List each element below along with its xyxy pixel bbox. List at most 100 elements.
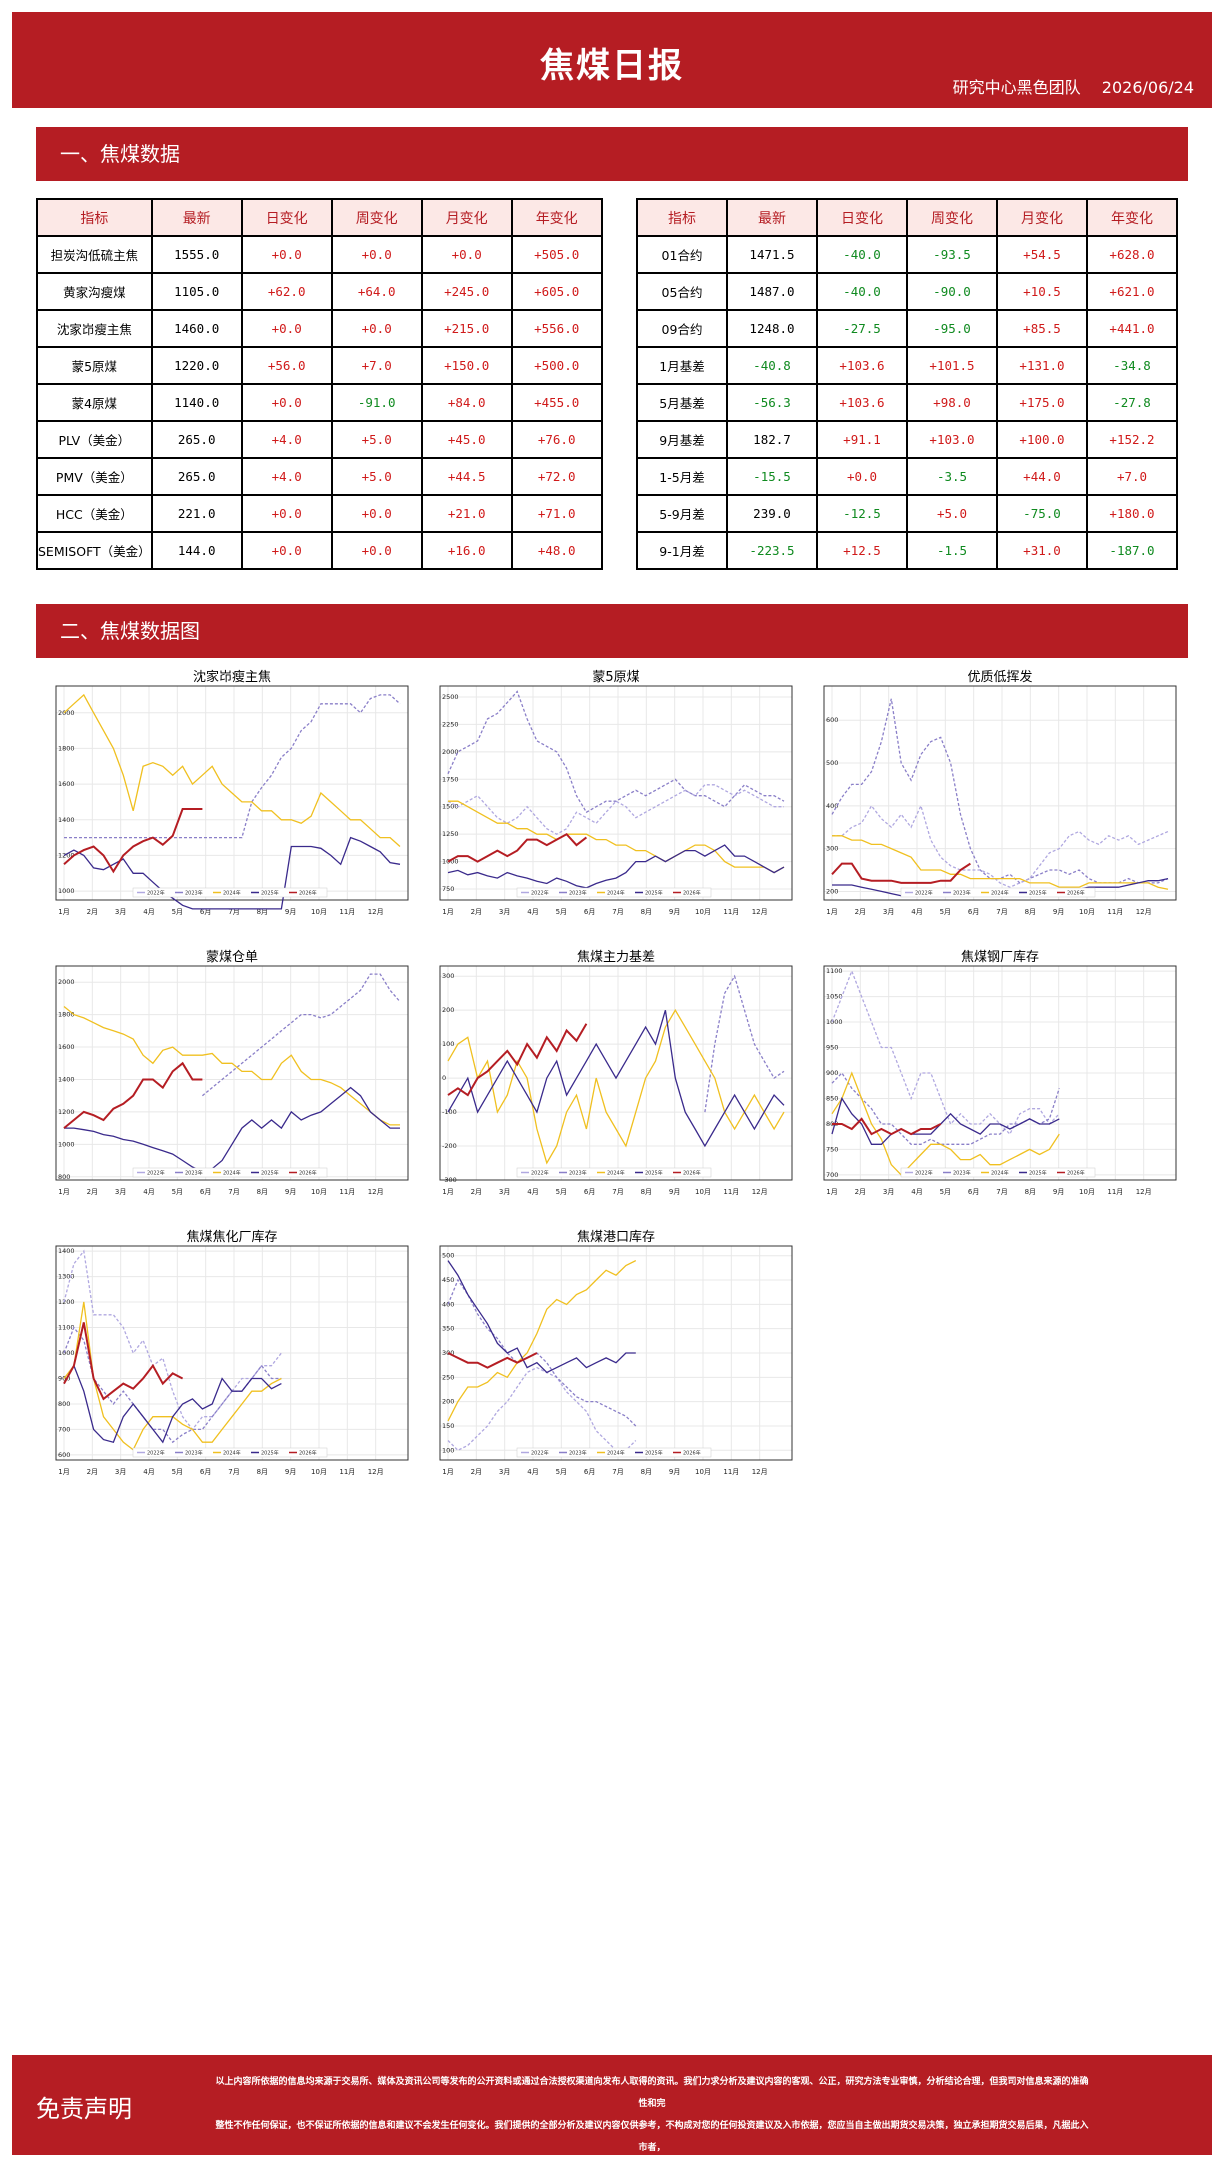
series-line: [447, 832, 588, 863]
table-cell: +215.0: [420, 309, 513, 348]
table-cell: -27.5: [816, 309, 908, 348]
legend-label: 2024年: [223, 1170, 241, 1177]
table-cell: +180.0: [1086, 494, 1178, 533]
row-label: 5-9月差: [636, 494, 728, 533]
y-tick-label: 450: [442, 1276, 454, 1284]
y-tick-label: 1400: [58, 816, 75, 824]
chart-svg: 1月 2月 3月 4月 5月 6月 7月 8月 9月 10月 11月 12月-300-200-1000…: [439, 965, 793, 1196]
table-cell: +4.0: [240, 457, 333, 496]
table-cell: 221.0: [150, 494, 243, 533]
y-tick-label: 900: [826, 1069, 838, 1077]
x-tick-label: 12月: [368, 908, 384, 916]
y-tick-label: 1050: [826, 993, 843, 1001]
x-tick-label: 1月: [58, 908, 69, 916]
y-tick-label: 250: [442, 1373, 454, 1381]
legend-label: 2025年: [261, 890, 279, 897]
series-line: [447, 1352, 538, 1369]
chart-panel: 焦煤焦化厂库存 1月 2月 3月 4月 5月 6月 7月 8月 9月 10月 11月 12月 600 700…: [52, 1226, 412, 1486]
x-tick-label: 10月: [311, 1188, 327, 1196]
x-tick-label: 12月: [752, 1188, 768, 1196]
table-cell: +16.0: [420, 531, 513, 570]
series-line: [63, 808, 203, 874]
chart-panel: 蒙5原煤 1月 2月 3月 4月 5月 6月 7月 8月 9月 10月 11月 12月 750 1000 12…: [436, 666, 796, 926]
table-cell: 1220.0: [150, 346, 243, 385]
table-cell: +0.0: [240, 383, 333, 422]
table-cell: +103.6: [816, 383, 908, 422]
x-tick-label: 12月: [368, 1188, 384, 1196]
x-tick-label: 9月: [669, 908, 680, 916]
x-tick-label: 6月: [584, 1188, 595, 1196]
chart-title: 焦煤钢厂库存: [960, 950, 1039, 965]
row-label: 1-5月差: [636, 457, 728, 496]
x-tick-label: 4月: [527, 1468, 538, 1476]
x-tick-label: 11月: [1107, 1188, 1123, 1196]
series-line: [63, 1249, 282, 1431]
table-cell: -27.8: [1086, 383, 1178, 422]
disclaimer-footer: 免责声明 以上内容所依据的信息均来源于交易所、媒体及资讯公司等发布的公开资料或通…: [12, 2055, 1212, 2175]
x-tick-label: 1月: [58, 1468, 69, 1476]
series-line: [831, 698, 1169, 884]
series-line: [447, 844, 785, 889]
legend-box: [516, 1447, 712, 1458]
series-line: [447, 1366, 637, 1452]
row-label: 蒙4原煤: [36, 383, 153, 422]
x-tick-label: 6月: [968, 1188, 979, 1196]
y-tick-label: 1600: [58, 1043, 75, 1051]
x-tick-label: 11月: [339, 1468, 355, 1476]
x-tick-label: 2月: [471, 908, 482, 916]
x-tick-label: 2月: [87, 1188, 98, 1196]
y-tick-label: 1200: [58, 851, 75, 859]
table-cell: +72.0: [510, 457, 603, 496]
row-label: 1月基差: [636, 346, 728, 385]
table-cell: +0.0: [240, 309, 333, 348]
legend-label: 2023年: [185, 890, 203, 897]
y-tick-label: 300: [442, 972, 454, 980]
x-tick-label: 1月: [826, 1188, 837, 1196]
table-row: 09合约 1248.0 -27.5 -95.0 +85.5 +441.0: [636, 309, 1178, 348]
x-tick-label: 2月: [87, 908, 98, 916]
legend-label: 2022年: [531, 1450, 549, 1457]
legend-label: 2023年: [569, 1170, 587, 1177]
section-charts-heading: 二、焦煤数据图: [36, 604, 1188, 658]
column-header: 周变化: [330, 198, 423, 237]
right-data-table: 指标 最新 日变化 周变化 月变化 年变化 01合约 1471.5 -40.0 -93.5 +54.…: [636, 198, 1178, 570]
legend-label: 2022年: [915, 1170, 933, 1177]
chart-panel: 蒙煤仓单 1月 2月 3月 4月 5月 6月 7月 8月 9月 10月 11月 12月 800 1000 12…: [52, 946, 412, 1206]
chart-svg: 1月 2月 3月 4月 5月 6月 7月 8月 9月 10月 11月 12月 800 1000 1200 14…: [55, 965, 409, 1196]
section-data-heading: 一、焦煤数据: [36, 127, 1188, 181]
table-row: 1-5月差 -15.5 +0.0 -3.5 +44.0 +7.0: [636, 457, 1178, 496]
table-cell: +10.5: [996, 272, 1088, 311]
chart-title: 焦煤焦化厂库存: [186, 1230, 278, 1245]
chart-title: 焦煤主力基差: [576, 950, 655, 965]
table-cell: +103.0: [906, 420, 998, 459]
table-cell: +91.1: [816, 420, 908, 459]
legend-label: 2025年: [1029, 890, 1047, 897]
table-cell: +44.5: [420, 457, 513, 496]
table-cell: -3.5: [906, 457, 998, 496]
x-tick-label: 10月: [1079, 908, 1095, 916]
x-tick-label: 11月: [1107, 908, 1123, 916]
y-tick-label: 0: [442, 1074, 446, 1082]
table-cell: +0.0: [330, 494, 423, 533]
y-tick-label: 1000: [442, 858, 459, 866]
row-label: 黄家沟瘦煤: [36, 272, 153, 311]
x-tick-label: 8月: [641, 1468, 652, 1476]
legend-label: 2026年: [683, 1450, 701, 1457]
row-label: 05合约: [636, 272, 728, 311]
table-row: SEMISOFT（美金） 144.0 +0.0 +0.0 +16.0 +48.0: [36, 531, 603, 570]
legend-label: 2026年: [683, 890, 701, 897]
x-tick-label: 9月: [669, 1468, 680, 1476]
x-tick-label: 11月: [339, 908, 355, 916]
table-cell: +103.6: [816, 346, 908, 385]
table-row: PMV（美金） 265.0 +4.0 +5.0 +44.5 +72.0: [36, 457, 603, 496]
table-cell: +56.0: [240, 346, 333, 385]
chart-svg: 1月 2月 3月 4月 5月 6月 7月 8月 9月 10月 11月 12月6007008009001…: [55, 1245, 409, 1476]
y-tick-label: 1000: [826, 1018, 843, 1026]
x-tick-label: 11月: [723, 1188, 739, 1196]
table-cell: +100.0: [996, 420, 1088, 459]
y-tick-label: 100: [442, 1040, 454, 1048]
y-tick-label: 350: [442, 1325, 454, 1333]
y-tick-label: 1100: [826, 967, 843, 975]
column-header: 年变化: [510, 198, 603, 237]
x-tick-label: 1月: [442, 1188, 453, 1196]
